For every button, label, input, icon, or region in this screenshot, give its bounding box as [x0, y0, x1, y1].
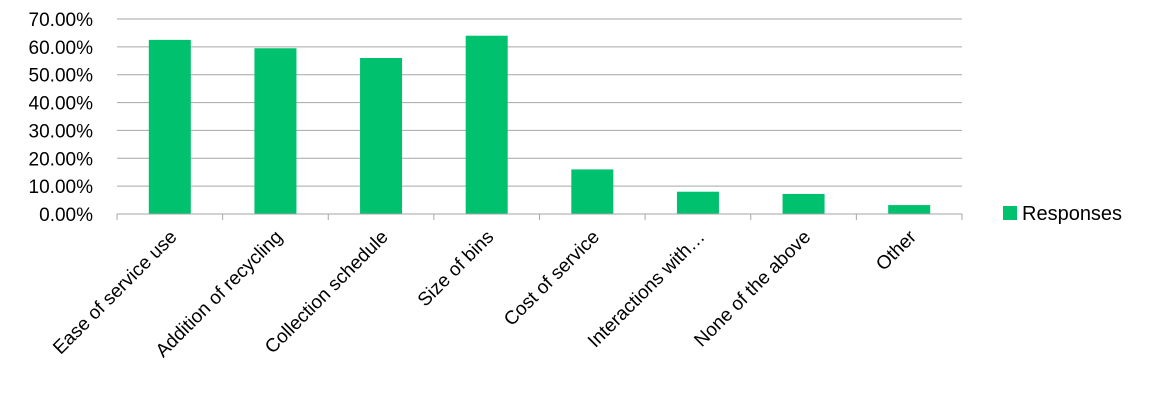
bar [676, 191, 719, 214]
bar [254, 48, 297, 214]
x-category-label: Other [872, 226, 921, 275]
bar [782, 193, 825, 214]
x-category-label: None of the above [690, 227, 815, 352]
gridlines [117, 18, 962, 187]
bar [888, 205, 931, 214]
bar [360, 58, 403, 214]
y-tick-label: 70.00% [29, 10, 94, 31]
y-tick-label: 50.00% [29, 66, 94, 87]
bars [148, 35, 931, 215]
y-tick-label: 40.00% [29, 94, 94, 115]
bar [148, 39, 191, 215]
x-category-label: Cost of service [500, 227, 604, 331]
legend-swatch [1003, 206, 1017, 220]
y-tick-label: 60.00% [29, 38, 94, 59]
x-category-label: Interactions with… [584, 227, 709, 352]
legend: Responses [1003, 203, 1122, 225]
y-axis-ticks: 0.00% 10.00% 20.00% 30.00% 40.00% 50.00% 60.00… [29, 10, 94, 226]
y-tick-label: 0.00% [39, 205, 93, 226]
bar [571, 169, 614, 214]
y-tick-label: 20.00% [29, 149, 94, 170]
x-axis [116, 213, 963, 220]
y-tick-label: 10.00% [29, 177, 94, 198]
bar [465, 35, 508, 214]
y-tick-label: 30.00% [29, 121, 94, 142]
x-category-label: Size of bins [414, 227, 498, 311]
legend-label: Responses [1022, 203, 1122, 225]
